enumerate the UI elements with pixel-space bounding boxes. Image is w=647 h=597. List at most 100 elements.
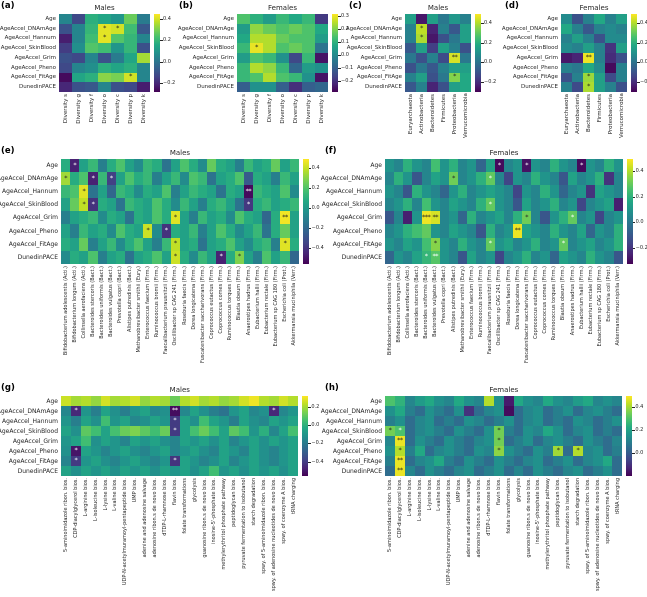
- heatmap-cell: [72, 82, 85, 92]
- heatmap-cell: [561, 53, 572, 63]
- colorbar-tick-label: −0.2: [635, 244, 647, 251]
- heatmap-cell: [262, 237, 272, 251]
- heatmap-cell: [563, 456, 573, 466]
- heatmap-cell: **: [430, 211, 440, 225]
- heatmap-cell: [288, 446, 299, 456]
- heatmap-cell: [595, 211, 605, 225]
- heatmap-cell: [533, 426, 544, 436]
- heatmap-cell: [424, 396, 435, 406]
- heatmap-cell: [268, 436, 279, 446]
- heatmap-cell: [594, 72, 605, 83]
- heatmap-cell: [454, 446, 465, 456]
- heatmap-cell: [90, 466, 101, 476]
- heatmap-cell: *: [553, 446, 564, 456]
- heatmap-cell: [288, 456, 299, 466]
- heatmap-cell: [80, 456, 91, 466]
- figure-row-3: (g) Males Age AgeAccel_DNAmAge AgeAccel_Hann…: [0, 382, 647, 597]
- heatmap-cell: [612, 396, 623, 406]
- heatmap-cell: [243, 224, 253, 238]
- heatmap-cell: [161, 198, 171, 212]
- heatmap-cell: [434, 466, 445, 476]
- col-label: Diversity g: [75, 94, 82, 124]
- colorbar-tick-mark: [481, 42, 484, 44]
- heatmap-cell: [595, 159, 605, 173]
- heatmap-cell: [605, 72, 616, 83]
- heatmap-cell: [189, 426, 200, 436]
- significance-star: *: [525, 160, 529, 169]
- heatmap-cell: [263, 14, 276, 24]
- heatmap-cell: [558, 159, 568, 173]
- heatmap-cell: [70, 250, 80, 264]
- heatmap-cell: [404, 416, 415, 426]
- col-label: Firmicutes: [596, 94, 603, 123]
- col-label: guanosine ribon.s de novo bios.: [201, 478, 208, 558]
- heatmap-cell: [476, 172, 486, 186]
- heatmap-cell: [449, 14, 460, 24]
- col-label: Diversity k: [318, 94, 325, 124]
- heatmap-cell: [448, 250, 459, 264]
- heatmap-cell: [150, 436, 160, 446]
- heatmap-cell: [513, 456, 524, 466]
- heatmap-cell: [97, 198, 107, 212]
- heatmap-cell: [97, 159, 107, 173]
- heatmap-cell: [98, 82, 111, 92]
- heatmap-cell: [439, 198, 449, 212]
- heatmap-cell: *: [416, 23, 427, 34]
- panel-title: Females: [489, 386, 519, 394]
- heatmap-cell: [403, 211, 413, 225]
- heatmap-cell: [405, 72, 416, 83]
- heatmap-cell: [385, 396, 395, 406]
- heatmap-cell: [268, 396, 279, 406]
- heatmap-cell: [229, 456, 240, 466]
- col-label: Diversity s: [240, 94, 247, 124]
- col-label: Escherichia coli (Prot.): [606, 265, 613, 322]
- heatmap-cell: [561, 23, 572, 34]
- heatmap-cell: [430, 185, 440, 199]
- heatmap-cell: [582, 406, 593, 416]
- heatmap-cell: [179, 456, 190, 466]
- heatmap-cell: [143, 211, 153, 225]
- heatmap-cell: [394, 172, 404, 186]
- heatmap-cell: [100, 456, 111, 466]
- row-label: AgeAccel_SkinBlood: [321, 427, 382, 435]
- heatmap-cell: [594, 43, 605, 53]
- heatmap-cell: [467, 172, 477, 186]
- heatmap-cell: [438, 14, 449, 24]
- heatmap-cell: [250, 14, 263, 24]
- heatmap-cell: [602, 466, 613, 476]
- heatmap-cell: [448, 185, 459, 199]
- heatmap-cell: [315, 62, 328, 73]
- row-label: AgeAccel_SkinBlood: [0, 45, 56, 52]
- heatmap-cell: [159, 426, 170, 436]
- heatmap-cell: [543, 396, 554, 406]
- heatmap-cell: [467, 159, 477, 173]
- heatmap-cell: [503, 416, 514, 426]
- heatmap-cell: [439, 250, 449, 264]
- col-label: Bifidobacterium adolescentis (Acti.): [62, 265, 69, 355]
- col-label: Methanobrevibacter smithii (Eury.): [459, 265, 466, 353]
- heatmap-cell: [513, 446, 524, 456]
- panel-title: Males: [169, 149, 191, 157]
- heatmap-cell: [403, 159, 413, 173]
- col-label: Coprococcus eutactus (Firm.): [208, 265, 215, 339]
- heatmap-cell: [72, 33, 85, 44]
- heatmap-cell: [385, 466, 395, 476]
- heatmap-cell: [276, 33, 289, 44]
- heatmap-cell: [493, 456, 504, 466]
- significance-star: *: [173, 213, 177, 222]
- heatmap-cell: *: [88, 172, 98, 186]
- heatmap-cell: [594, 33, 605, 44]
- colorbar-tick-mark: [338, 68, 341, 70]
- heatmap-cell: [106, 159, 116, 173]
- col-label: Alistipes putredinis (Bact.): [126, 265, 133, 332]
- heatmap-cell: [602, 426, 613, 436]
- colorbar-tick-mark: [308, 168, 312, 170]
- heatmap-cell: *: [448, 172, 459, 186]
- heatmap-cell: [533, 456, 544, 466]
- heatmap-cell: [98, 62, 111, 73]
- heatmap-cell: [189, 406, 200, 416]
- panel-a: (a) Males Age AgeAccel_DNAmAge AgeAccel_Hann…: [0, 0, 178, 136]
- col-label: Fuscatenibacter saccharivorans (Firm.): [523, 265, 530, 363]
- heatmap-cell: [124, 211, 135, 225]
